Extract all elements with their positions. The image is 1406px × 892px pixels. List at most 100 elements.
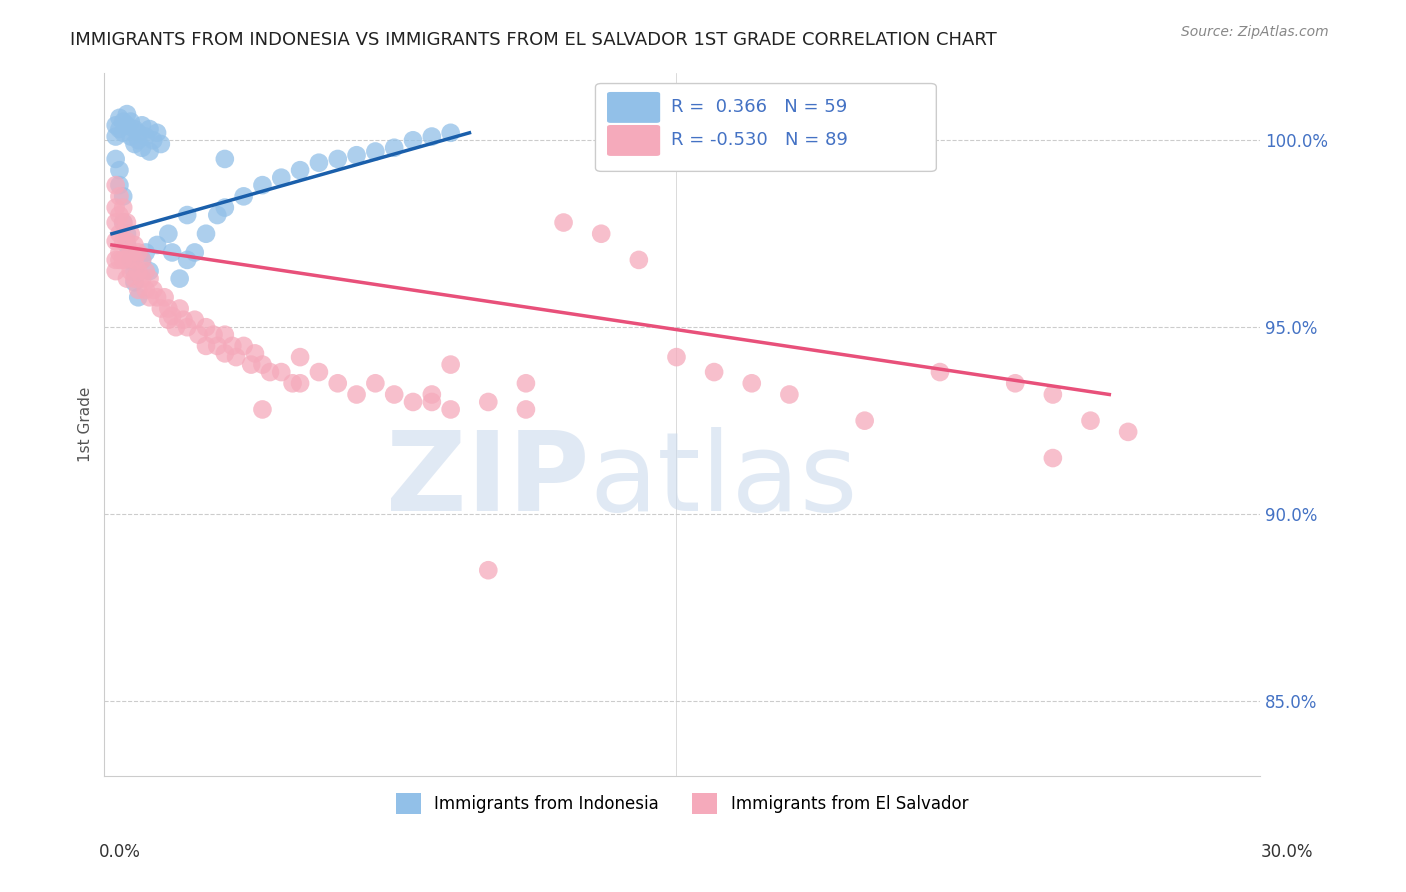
Point [124, 252, 146, 267]
Point [124, 122, 146, 136]
Point [104, 215, 127, 229]
Point [104, 129, 127, 144]
Point [741, 376, 763, 391]
Point [382, 141, 405, 155]
Point [420, 129, 443, 144]
Point [135, 283, 157, 297]
Point [402, 133, 425, 147]
Point [420, 387, 443, 401]
Point [440, 358, 463, 372]
Point [104, 178, 127, 193]
Point [169, 301, 191, 316]
Point [627, 252, 650, 267]
Point [326, 152, 349, 166]
Point [240, 358, 263, 372]
Point [252, 358, 274, 372]
Point [172, 312, 194, 326]
Text: R = -0.530   N = 89: R = -0.530 N = 89 [671, 131, 848, 150]
Point [153, 290, 176, 304]
Point [112, 201, 135, 215]
Point [364, 145, 387, 159]
Point [1116, 425, 1139, 439]
Point [364, 376, 387, 391]
Point [108, 163, 131, 178]
Point [703, 365, 725, 379]
Point [131, 252, 153, 267]
Point [127, 290, 149, 304]
Point [232, 339, 254, 353]
Point [127, 283, 149, 297]
Point [138, 290, 160, 304]
Point [183, 312, 205, 326]
Point [270, 365, 292, 379]
Point [515, 376, 537, 391]
Point [127, 264, 149, 278]
Point [138, 145, 160, 159]
Point [115, 107, 138, 121]
Text: ZIP: ZIP [387, 427, 589, 534]
Point [207, 208, 229, 222]
Point [120, 264, 142, 278]
Point [553, 215, 575, 229]
Point [160, 309, 183, 323]
Point [127, 245, 149, 260]
Legend: Immigrants from Indonesia, Immigrants from El Salvador: Immigrants from Indonesia, Immigrants fr… [389, 787, 974, 821]
Point [281, 376, 304, 391]
Point [146, 290, 169, 304]
Point [112, 114, 135, 128]
Point [214, 201, 236, 215]
Point [124, 136, 146, 151]
Point [146, 238, 169, 252]
Point [115, 238, 138, 252]
Point [108, 227, 131, 241]
Point [120, 252, 142, 267]
Point [214, 346, 236, 360]
Point [108, 252, 131, 267]
Point [124, 238, 146, 252]
Point [149, 136, 172, 151]
Point [288, 350, 311, 364]
Point [202, 327, 225, 342]
Point [183, 245, 205, 260]
Point [115, 227, 138, 241]
Point [135, 129, 157, 144]
Point [420, 395, 443, 409]
Point [477, 563, 499, 577]
Point [124, 264, 146, 278]
Point [308, 365, 330, 379]
Point [120, 245, 142, 260]
Point [243, 346, 266, 360]
Point [1080, 414, 1102, 428]
Point [477, 395, 499, 409]
Point [124, 276, 146, 290]
Point [1042, 451, 1064, 466]
Point [187, 327, 209, 342]
Point [120, 114, 142, 128]
Point [195, 339, 218, 353]
Point [591, 227, 613, 241]
Point [112, 189, 135, 203]
Point [157, 301, 180, 316]
Point [131, 271, 153, 285]
Point [104, 118, 127, 132]
Point [149, 301, 172, 316]
Point [135, 245, 157, 260]
Point [214, 152, 236, 166]
Point [108, 122, 131, 136]
FancyBboxPatch shape [607, 92, 661, 123]
Point [382, 387, 405, 401]
Point [195, 227, 218, 241]
Point [326, 376, 349, 391]
Point [160, 245, 183, 260]
Point [1004, 376, 1026, 391]
Point [665, 350, 688, 364]
Point [138, 122, 160, 136]
Point [104, 252, 127, 267]
Point [120, 129, 142, 144]
Point [288, 163, 311, 178]
Point [112, 215, 135, 229]
Text: 30.0%: 30.0% [1260, 843, 1313, 861]
Point [127, 126, 149, 140]
Point [104, 152, 127, 166]
Point [104, 264, 127, 278]
